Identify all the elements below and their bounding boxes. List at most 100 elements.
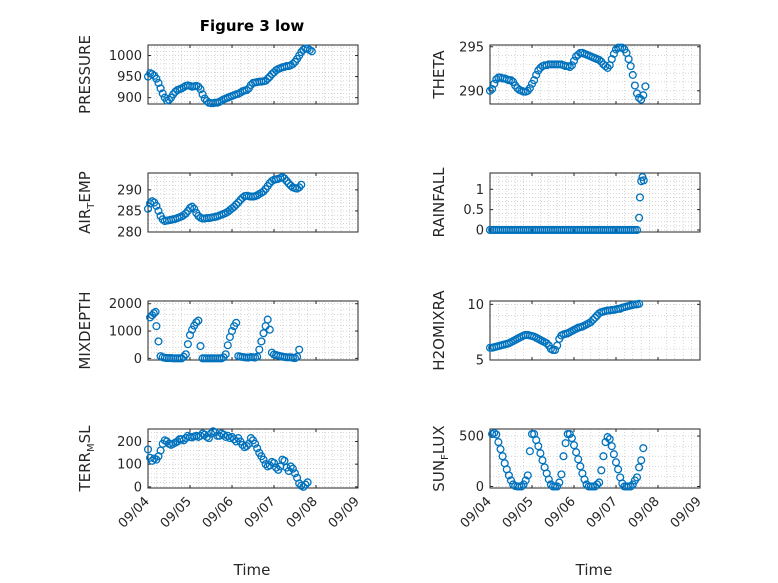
y-axis-label: SUNFLUX <box>430 425 451 491</box>
x-tick-label: 09/05 <box>158 494 195 531</box>
data-point <box>572 448 581 457</box>
data-point <box>204 434 213 443</box>
data-point <box>624 55 633 64</box>
data-point <box>607 442 616 451</box>
y-axis-label-main: RAINFALL <box>430 167 448 238</box>
data-point <box>494 438 503 447</box>
y-tick-label: 950 <box>117 70 142 85</box>
subplot-4: 0 0.5 1 RAINFALL <box>430 167 701 238</box>
data-point <box>597 466 606 475</box>
y-axis-label-main: TERR <box>76 452 94 493</box>
subplot-5: 0 1000 2000 MIXDEPTH <box>76 291 359 370</box>
figure-title: Figure 3 low <box>200 17 305 35</box>
y-tick-label: 280 <box>117 226 142 241</box>
y-tick-label: 0 <box>476 223 484 238</box>
data-point <box>574 455 583 464</box>
data-point <box>498 452 507 461</box>
data-point <box>490 79 499 88</box>
y-tick-label: 1 <box>476 183 484 198</box>
data-point <box>542 339 551 348</box>
data-point <box>525 447 534 456</box>
data-point <box>635 93 644 102</box>
data-point <box>299 482 308 491</box>
y-axis-label-main: THETA <box>430 50 448 100</box>
data-point <box>297 180 306 189</box>
data-point <box>151 307 160 316</box>
data-point <box>156 84 165 93</box>
data-point <box>565 62 574 72</box>
data-point <box>261 76 270 85</box>
y-axis-label-subscript: F <box>440 454 451 460</box>
x-tick-label: 09/06 <box>542 494 579 531</box>
data-point <box>286 462 295 471</box>
data-point <box>181 209 190 218</box>
data-point <box>196 342 205 351</box>
data-point <box>263 315 272 324</box>
subplot-8: 09/04 09/05 09/06 09/07 09/08 09/09 0 500 SUNFLU… <box>430 425 705 531</box>
y-tick-label: 290 <box>459 84 484 99</box>
data-point <box>496 445 505 454</box>
data-point <box>242 441 251 451</box>
x-tick-label: 09/04 <box>458 494 495 531</box>
data-point <box>259 455 268 464</box>
y-axis-label: THETA <box>430 50 448 100</box>
data-point <box>177 354 186 363</box>
data-point <box>635 193 644 202</box>
data-point <box>561 439 570 448</box>
data-point <box>605 435 614 444</box>
x-tick-label: 09/04 <box>116 494 153 531</box>
data-point <box>506 476 516 485</box>
axes-box <box>489 44 701 105</box>
y-axis-label-main: H2OMIXRA <box>430 290 448 371</box>
data-point <box>223 341 232 350</box>
data-point <box>609 49 618 58</box>
data-point <box>303 478 312 487</box>
axes-box <box>147 44 359 105</box>
subplot-6: 5 10 H2OMIXRA <box>430 290 701 371</box>
y-tick-label: 285 <box>117 204 142 219</box>
data-point <box>632 225 642 235</box>
data-point <box>219 430 228 439</box>
y-tick-label: 0 <box>476 480 484 495</box>
data-point <box>555 478 564 487</box>
subplot-2: 290 295 THETA <box>430 40 701 105</box>
data-point <box>485 86 495 95</box>
data-point <box>590 313 600 322</box>
x-axis-label-left: Time <box>233 561 271 579</box>
data-point <box>639 91 648 100</box>
data-point <box>288 59 297 69</box>
y-tick-label: 295 <box>459 40 484 55</box>
data-point <box>635 463 644 472</box>
data-point <box>517 482 526 491</box>
data-point <box>534 442 543 451</box>
data-point <box>601 62 610 71</box>
subplot-3: 280 285 290 AIRTEMP <box>76 171 359 241</box>
axes-box <box>489 428 701 489</box>
data-point <box>530 76 539 85</box>
data-point <box>635 213 644 222</box>
y-axis-label-main: SUN <box>430 460 448 492</box>
data-point <box>149 309 158 318</box>
y-axis-label-main: AIR <box>76 209 94 234</box>
x-tick-label: 09/08 <box>626 494 663 531</box>
axes-box <box>147 428 359 489</box>
data-point <box>586 318 595 327</box>
data-point <box>263 74 272 83</box>
data-point <box>169 90 178 99</box>
y-axis-label: TERRMSL <box>76 425 97 493</box>
data-point <box>490 428 499 438</box>
data-point <box>595 55 604 65</box>
data-point <box>259 329 268 338</box>
data-point <box>253 352 262 361</box>
data-point <box>628 70 637 79</box>
data-point <box>637 456 646 465</box>
data-point <box>188 202 197 211</box>
data-point <box>152 74 161 83</box>
data-point <box>580 475 589 484</box>
data-point <box>230 202 239 211</box>
y-tick-label: 2000 <box>109 297 142 312</box>
data-point <box>519 480 528 489</box>
data-point <box>148 456 157 465</box>
data-point <box>242 86 251 95</box>
